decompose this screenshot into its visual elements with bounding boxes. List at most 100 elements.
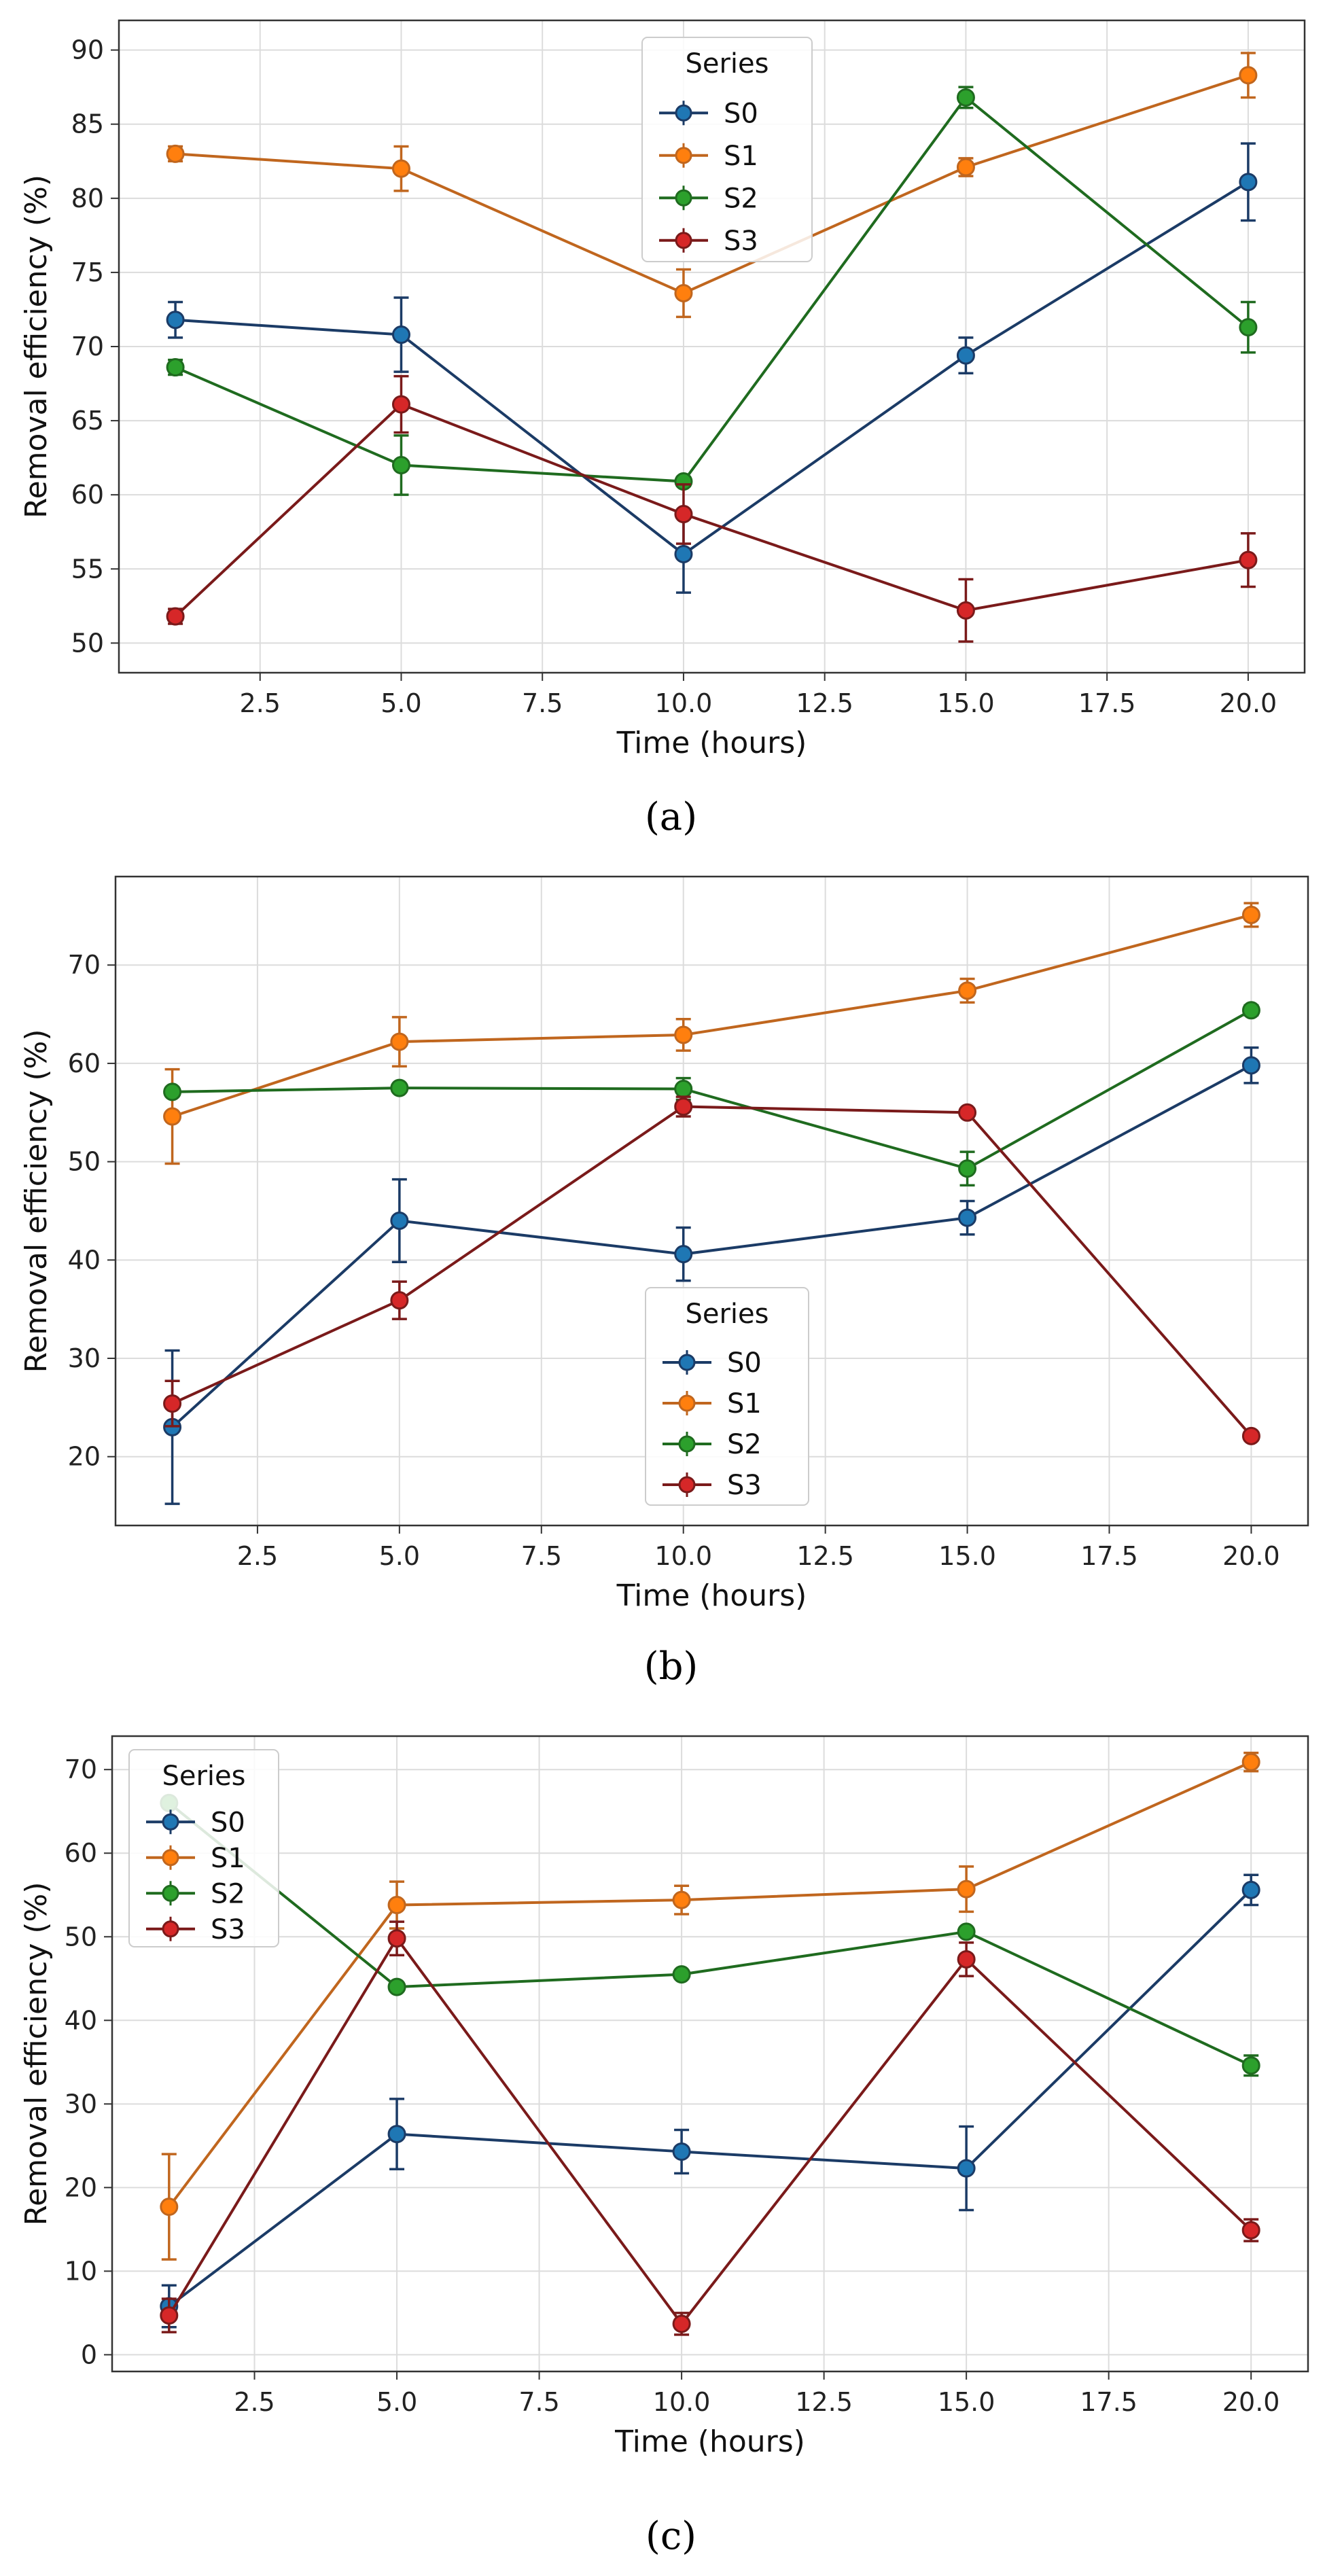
panel-caption-a: (a) [0, 795, 1342, 839]
data-point-s1-b [958, 981, 977, 1000]
panel-label-a: (a) [644, 795, 698, 839]
data-point-s1-a [1239, 66, 1258, 85]
x-tick-label-c: 12.5 [795, 2387, 853, 2417]
legend-entry-s3-c: S3 [211, 1914, 245, 1945]
x-tick-label-a: 5.0 [381, 688, 421, 718]
data-point-s3-b [163, 1394, 182, 1413]
data-point-s1-c [672, 1890, 691, 1909]
y-tick-label-b: 30 [68, 1343, 101, 1373]
legend-marker-s1-b [678, 1394, 696, 1412]
data-point-s3-a [674, 505, 693, 524]
y-tick-label-a: 55 [71, 554, 104, 584]
y-tick-label-a: 50 [71, 628, 104, 658]
y-tick-label-c: 30 [65, 2089, 97, 2119]
data-point-s3-c [160, 2306, 179, 2325]
data-point-s3-a [166, 607, 185, 626]
y-tick-label-c: 10 [65, 2256, 97, 2286]
y-axis-label-b: Removal efficiency (%) [19, 1029, 54, 1373]
y-tick-label-b: 20 [68, 1442, 101, 1472]
legend-entry-s1-a: S1 [724, 141, 758, 172]
data-point-s2-a [1239, 318, 1258, 337]
chart-panel-a: 2.5 5.0 7.5 10.0 12.5 15.0 17.5 20.0 50 55 60 65 70 7… [19, 19, 1306, 760]
data-point-s1-b [163, 1107, 182, 1126]
y-tick-label-c: 50 [65, 1922, 97, 1952]
y-tick-label-a: 75 [71, 258, 104, 287]
data-point-s0-b [958, 1208, 977, 1227]
chart-panel-c: 2.5 5.0 7.5 10.0 12.5 15.0 17.5 20.0 0 10 20 30 40 50… [19, 1735, 1309, 2459]
x-tick-label-c: 17.5 [1080, 2387, 1137, 2417]
legend-entry-s1-b: S1 [727, 1388, 762, 1419]
data-point-s1-b [390, 1032, 409, 1051]
x-tick-label-b: 2.5 [237, 1541, 278, 1571]
y-tick-label-b: 70 [68, 950, 101, 980]
x-tick-label-c: 15.0 [938, 2387, 995, 2417]
data-point-s0-a [1239, 173, 1258, 192]
x-tick-label-c: 10.0 [653, 2387, 711, 2417]
data-point-s3-c [672, 2314, 691, 2333]
x-tick-label-c: 7.5 [518, 2387, 559, 2417]
legend-title-b: Series [685, 1299, 769, 1330]
legend-marker-s1-a [675, 147, 692, 164]
data-point-s2-b [1241, 1001, 1260, 1020]
legend-marker-s2-a [675, 189, 692, 207]
data-point-s2-b [390, 1078, 409, 1097]
y-tick-label-a: 60 [71, 480, 104, 510]
data-point-s3-b [674, 1097, 693, 1116]
x-axis-label-a: Time (hours) [616, 726, 807, 760]
data-point-s0-b [1241, 1056, 1260, 1075]
x-tick-label-c: 2.5 [234, 2387, 275, 2417]
data-point-s0-c [1241, 1880, 1260, 1899]
data-point-s2-a [391, 456, 410, 475]
legend-entry-s3-a: S3 [724, 226, 758, 257]
panel-label-c: (c) [645, 2514, 697, 2558]
x-tick-label-a: 10.0 [655, 688, 713, 718]
data-point-s0-a [674, 544, 693, 563]
x-tick-label-a: 17.5 [1078, 688, 1136, 718]
data-point-s2-a [166, 358, 185, 377]
data-point-s0-a [166, 311, 185, 330]
x-axis-label-b: Time (hours) [616, 1578, 807, 1613]
axes-frame-a [118, 19, 1306, 674]
data-point-s2-c [957, 1922, 976, 1941]
y-tick-label-c: 70 [65, 1754, 97, 1784]
data-point-s1-a [391, 159, 410, 178]
data-point-s2-c [672, 1965, 691, 1984]
y-tick-label-a: 90 [71, 35, 104, 65]
x-tick-label-b: 7.5 [521, 1541, 562, 1571]
y-axis-label-a: Removal efficiency (%) [19, 175, 54, 518]
legend-entry-s0-c: S0 [211, 1807, 245, 1838]
data-point-s0-a [956, 346, 975, 365]
data-point-s2-b [958, 1159, 977, 1178]
x-tick-label-b: 17.5 [1080, 1541, 1138, 1571]
axes-frame-c [111, 1735, 1309, 2373]
y-tick-label-a: 65 [71, 406, 104, 436]
data-point-s1-a [166, 144, 185, 163]
legend-title-c: Series [162, 1761, 245, 1792]
y-tick-label-a: 70 [71, 332, 104, 361]
x-tick-label-a: 12.5 [796, 688, 853, 718]
panel-caption-b: (b) [0, 1644, 1342, 1689]
axes-frame-b [114, 875, 1309, 1527]
y-tick-label-b: 60 [68, 1048, 101, 1078]
data-point-s2-a [956, 88, 975, 107]
legend-marker-s0-b [678, 1354, 696, 1371]
data-point-s1-c [387, 1896, 406, 1915]
data-point-s0-b [674, 1245, 693, 1264]
panel-label-b: (b) [643, 1644, 699, 1689]
data-point-s0-c [672, 2142, 691, 2161]
legend-marker-s3-c [162, 1920, 179, 1938]
legend-entry-s3-b: S3 [727, 1470, 762, 1501]
plot-area-c [112, 1736, 1308, 2371]
data-point-s0-c [957, 2159, 976, 2178]
y-tick-label-c: 20 [65, 2172, 97, 2202]
x-axis-label-c: Time (hours) [614, 2424, 805, 2459]
data-point-s1-a [956, 158, 975, 177]
legend-marker-s0-a [675, 104, 692, 122]
x-tick-label-c: 20.0 [1222, 2387, 1280, 2417]
y-tick-label-b: 50 [68, 1147, 101, 1177]
x-tick-label-b: 15.0 [938, 1541, 996, 1571]
y-tick-label-b: 40 [68, 1245, 101, 1275]
data-point-s3-c [957, 1949, 976, 1969]
legend-marker-s3-a [675, 232, 692, 249]
